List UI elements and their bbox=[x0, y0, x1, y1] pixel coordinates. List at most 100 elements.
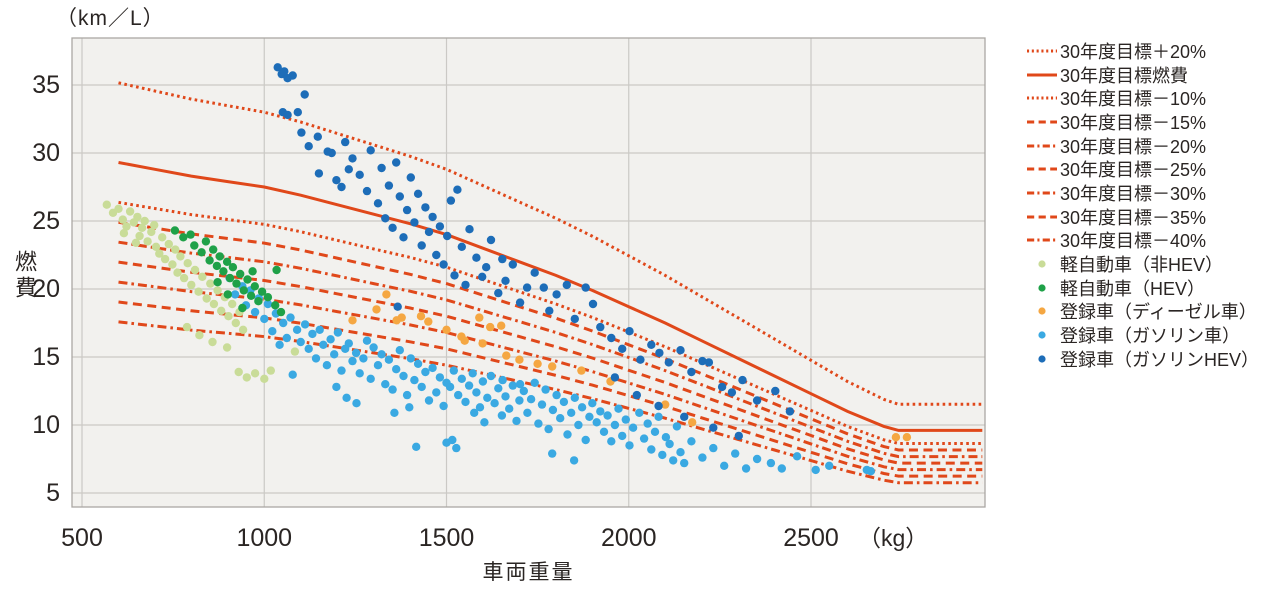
scatter-point bbox=[217, 306, 226, 315]
scatter-point bbox=[475, 403, 485, 412]
scatter-point bbox=[208, 337, 217, 347]
scatter-point bbox=[461, 397, 470, 407]
scatter-point bbox=[446, 196, 456, 205]
legend-marker-icon bbox=[1024, 330, 1060, 340]
scatter-point bbox=[102, 200, 112, 209]
scatter-point bbox=[581, 435, 590, 445]
scatter-point bbox=[190, 265, 200, 275]
scatter-point bbox=[250, 282, 259, 291]
scatter-point bbox=[439, 401, 448, 411]
scatter-point bbox=[567, 408, 576, 417]
scatter-point bbox=[315, 325, 324, 334]
scatter-point bbox=[384, 181, 394, 190]
scatter-point bbox=[410, 375, 419, 385]
scatter-point bbox=[530, 268, 539, 277]
scatter-point bbox=[424, 396, 434, 405]
x-tick-label: 1000 bbox=[236, 524, 292, 552]
scatter-point bbox=[182, 322, 192, 332]
scatter-point bbox=[206, 279, 215, 288]
scatter-point bbox=[698, 356, 707, 366]
scatter-point bbox=[688, 418, 697, 427]
scatter-point bbox=[377, 163, 386, 173]
scatter-point bbox=[405, 403, 414, 412]
scatter-point bbox=[119, 229, 129, 238]
scatter-point bbox=[366, 374, 375, 383]
scatter-point bbox=[632, 390, 641, 400]
scatter-point bbox=[464, 381, 474, 390]
legend-label: 登録車（ガソリンHEV） bbox=[1060, 349, 1260, 370]
scatter-point bbox=[179, 273, 189, 283]
scatter-point bbox=[352, 399, 361, 408]
scatter-point bbox=[232, 279, 241, 288]
scatter-point bbox=[435, 373, 445, 382]
scatter-point bbox=[537, 400, 547, 409]
scatter-point bbox=[472, 388, 481, 397]
scatter-point bbox=[647, 340, 656, 349]
scatter-point bbox=[559, 397, 569, 407]
scatter-point bbox=[424, 317, 433, 326]
scatter-point bbox=[508, 381, 517, 390]
scatter-point bbox=[348, 356, 357, 366]
scatter-point bbox=[428, 363, 437, 373]
scatter-point bbox=[168, 260, 177, 269]
scatter-point bbox=[417, 382, 426, 392]
scatter-point bbox=[457, 242, 466, 251]
scatter-point bbox=[478, 377, 488, 386]
scatter-point bbox=[327, 148, 336, 158]
scatter-point bbox=[341, 137, 350, 147]
scatter-point bbox=[333, 328, 343, 337]
scatter-point bbox=[125, 207, 135, 216]
scatter-point bbox=[475, 313, 484, 322]
series-登録車（ディーゼル車） bbox=[348, 290, 912, 442]
series-登録車（ガソリンHEV） bbox=[273, 63, 795, 441]
scatter-point bbox=[197, 248, 206, 257]
scatter-point bbox=[625, 441, 634, 450]
scatter-point bbox=[337, 182, 346, 192]
scatter-point bbox=[588, 299, 598, 309]
scatter-point bbox=[548, 362, 557, 371]
scatter-point bbox=[439, 260, 448, 269]
scatter-point bbox=[283, 110, 292, 120]
scatter-point bbox=[480, 418, 489, 427]
scatter-point bbox=[502, 351, 511, 360]
scatter-point bbox=[599, 427, 609, 436]
scatter-point bbox=[811, 465, 820, 475]
scatter-point bbox=[452, 443, 461, 453]
scatter-point bbox=[570, 314, 579, 324]
scatter-point bbox=[395, 192, 404, 201]
scatter-point bbox=[676, 346, 685, 355]
scatter-point bbox=[209, 299, 219, 309]
scatter-point bbox=[228, 299, 237, 309]
scatter-point bbox=[777, 464, 786, 473]
scatter-point bbox=[771, 386, 780, 396]
scatter-point bbox=[416, 312, 426, 321]
scatter-point bbox=[359, 354, 368, 363]
legend-marker-icon bbox=[1024, 212, 1060, 222]
scatter-point bbox=[222, 343, 232, 352]
scatter-point bbox=[607, 333, 616, 343]
scatter-point bbox=[650, 427, 660, 436]
scatter-point bbox=[209, 245, 218, 254]
scatter-point bbox=[574, 420, 583, 430]
scatter-point bbox=[201, 237, 211, 246]
scatter-point bbox=[190, 241, 199, 250]
legend-label: 30年度目標－10% bbox=[1060, 89, 1207, 110]
scatter-point bbox=[661, 400, 670, 409]
scatter-point bbox=[669, 456, 678, 465]
legend-marker-icon bbox=[1024, 354, 1060, 364]
scatter-point bbox=[268, 327, 277, 336]
scatter-point bbox=[460, 336, 469, 345]
scatter-point bbox=[792, 452, 802, 461]
scatter-point bbox=[158, 233, 167, 242]
scatter-point bbox=[413, 189, 423, 198]
scatter-point bbox=[534, 419, 543, 428]
x-axis-title: 車両重量 bbox=[482, 561, 575, 584]
scatter-point bbox=[610, 420, 620, 430]
scatter-point bbox=[596, 322, 605, 332]
scatter-point bbox=[238, 303, 247, 313]
scatter-point bbox=[454, 390, 463, 400]
scatter-point bbox=[449, 366, 458, 375]
scatter-point bbox=[257, 287, 267, 296]
legend-label: 30年度目標燃費 bbox=[1060, 65, 1189, 86]
scatter-point bbox=[453, 185, 462, 194]
